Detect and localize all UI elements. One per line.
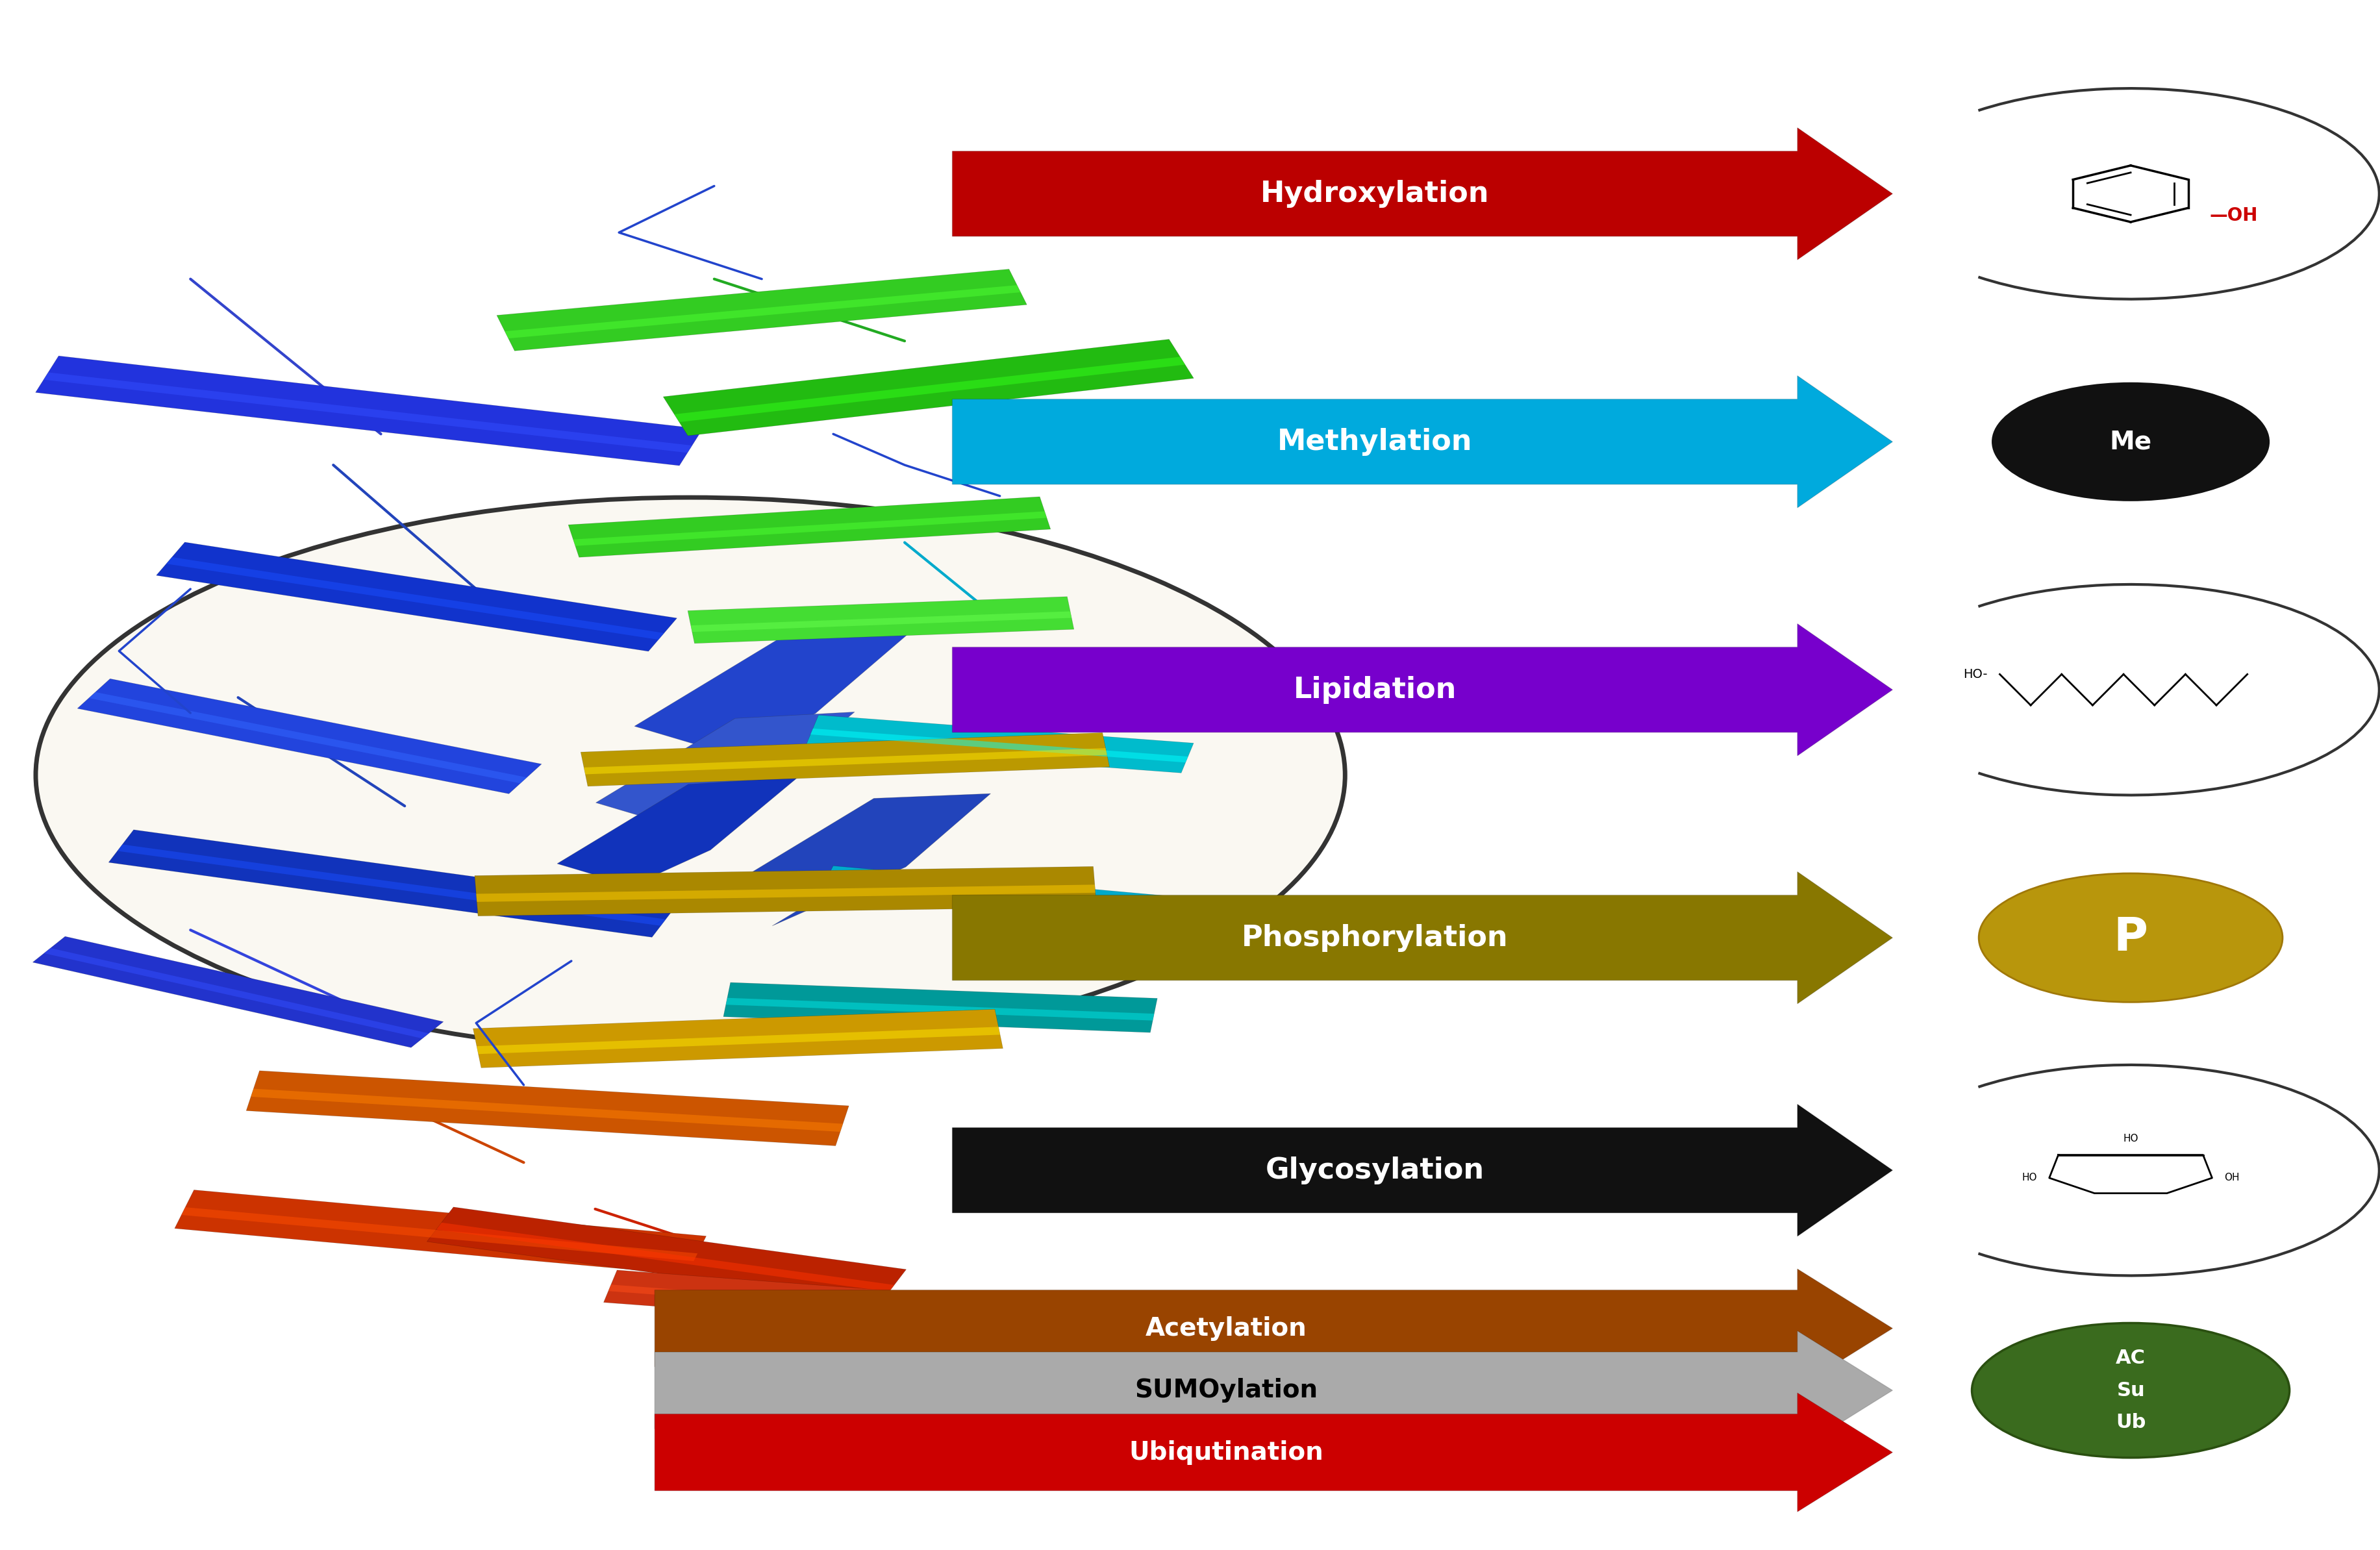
Text: —OH: —OH: [2209, 206, 2256, 225]
Polygon shape: [664, 339, 1192, 436]
Polygon shape: [819, 866, 1252, 932]
Polygon shape: [674, 356, 1185, 422]
Polygon shape: [79, 679, 540, 794]
Text: SUMOylation: SUMOylation: [1135, 1378, 1316, 1403]
Polygon shape: [43, 372, 693, 453]
Polygon shape: [807, 715, 1192, 773]
Text: P: P: [2113, 916, 2147, 959]
Text: Glycosylation: Glycosylation: [1266, 1156, 1483, 1184]
FancyArrow shape: [655, 1393, 1892, 1511]
Polygon shape: [476, 1026, 1000, 1054]
Text: HO: HO: [2123, 1133, 2137, 1144]
FancyArrow shape: [952, 127, 1892, 260]
Polygon shape: [250, 1088, 843, 1132]
Polygon shape: [474, 866, 1097, 916]
Polygon shape: [426, 1207, 907, 1304]
Polygon shape: [88, 693, 526, 783]
Ellipse shape: [1978, 873, 2282, 1003]
Ellipse shape: [1992, 383, 2268, 501]
Polygon shape: [609, 1285, 1033, 1322]
Polygon shape: [743, 794, 990, 925]
Polygon shape: [724, 983, 1157, 1032]
Polygon shape: [167, 556, 664, 640]
Polygon shape: [181, 1207, 697, 1262]
Polygon shape: [497, 270, 1026, 350]
Text: OH: OH: [2223, 1173, 2240, 1183]
Polygon shape: [635, 631, 912, 780]
Text: Acetylation: Acetylation: [1145, 1316, 1307, 1341]
Text: HO: HO: [2021, 1173, 2037, 1183]
Ellipse shape: [1971, 1324, 2290, 1457]
Polygon shape: [109, 829, 676, 938]
Polygon shape: [36, 356, 702, 465]
Polygon shape: [574, 512, 1047, 546]
Text: HO-: HO-: [1964, 668, 1987, 680]
Polygon shape: [583, 749, 1107, 775]
Polygon shape: [505, 285, 1021, 338]
Text: Hydroxylation: Hydroxylation: [1259, 180, 1490, 208]
Text: Me: Me: [2109, 429, 2152, 454]
FancyArrow shape: [655, 1331, 1892, 1449]
Polygon shape: [474, 1009, 1002, 1068]
Polygon shape: [595, 711, 854, 853]
Polygon shape: [117, 845, 666, 925]
Text: Phosphorylation: Phosphorylation: [1240, 924, 1509, 952]
Polygon shape: [557, 778, 797, 910]
Polygon shape: [33, 936, 443, 1048]
Text: Lipidation: Lipidation: [1292, 676, 1457, 704]
Polygon shape: [581, 733, 1109, 786]
Text: Ubiqutination: Ubiqutination: [1128, 1440, 1323, 1465]
Polygon shape: [726, 998, 1154, 1020]
FancyArrow shape: [952, 375, 1892, 508]
Polygon shape: [245, 1071, 850, 1145]
Polygon shape: [823, 879, 1245, 922]
Polygon shape: [174, 1190, 707, 1274]
FancyArrow shape: [952, 1104, 1892, 1237]
Polygon shape: [436, 1223, 895, 1291]
FancyArrow shape: [655, 1269, 1892, 1387]
Ellipse shape: [36, 498, 1345, 1052]
Polygon shape: [43, 949, 428, 1039]
Polygon shape: [569, 496, 1050, 558]
Text: Ub: Ub: [2116, 1414, 2144, 1432]
Polygon shape: [688, 597, 1073, 643]
Polygon shape: [157, 542, 676, 651]
FancyArrow shape: [952, 871, 1892, 1004]
Text: Su: Su: [2116, 1381, 2144, 1400]
Polygon shape: [476, 885, 1095, 902]
Polygon shape: [809, 728, 1188, 763]
Polygon shape: [690, 611, 1071, 632]
Text: AC: AC: [2116, 1348, 2144, 1367]
Polygon shape: [605, 1269, 1038, 1335]
Text: Methylation: Methylation: [1278, 428, 1471, 456]
FancyArrow shape: [952, 623, 1892, 756]
